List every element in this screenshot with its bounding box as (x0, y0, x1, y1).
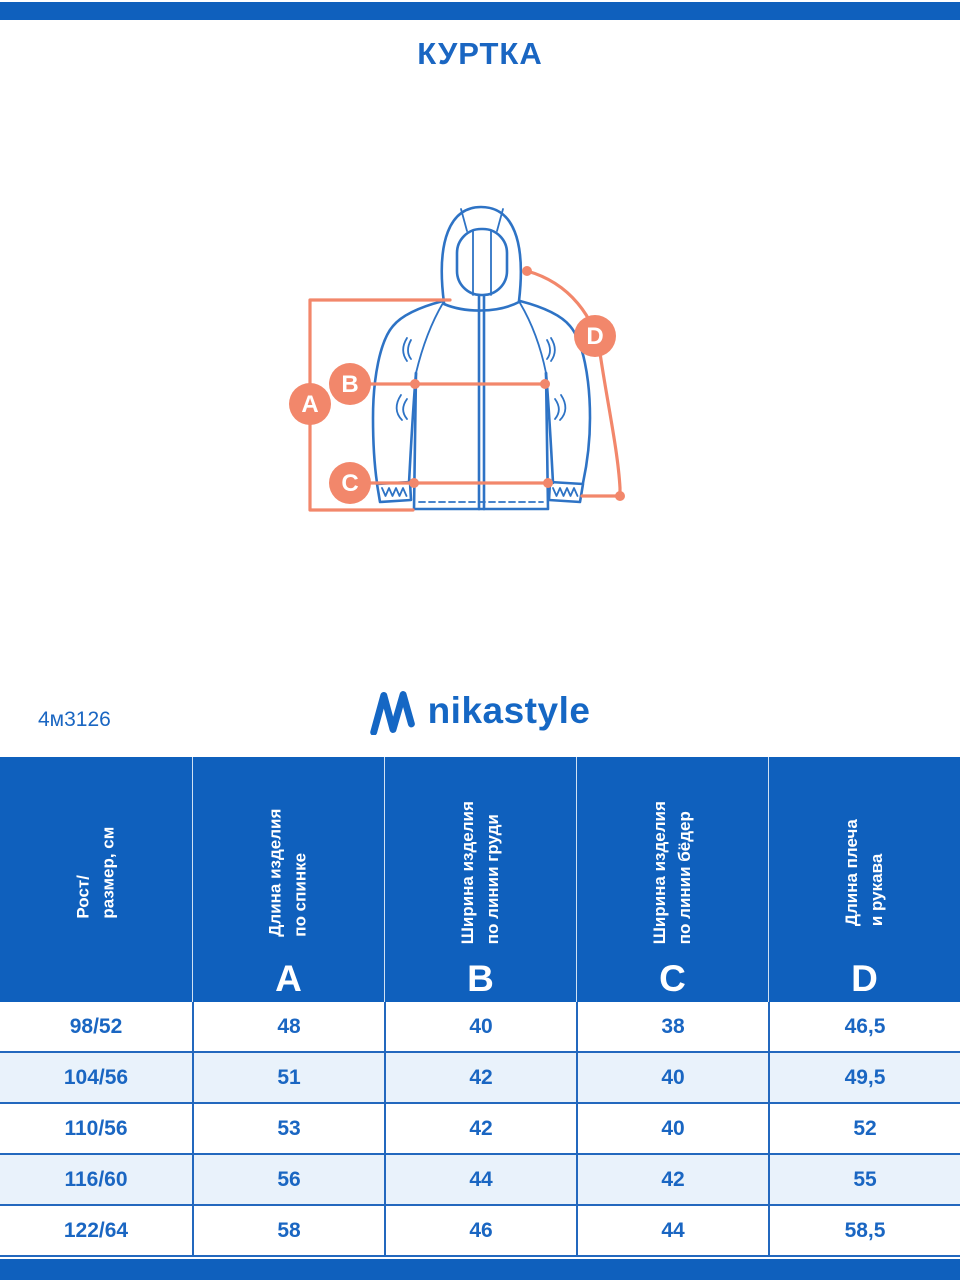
measure-label-a: A (301, 391, 318, 418)
measurement-a: A (289, 298, 452, 512)
cell-a: 58 (192, 1206, 384, 1255)
wave-logo-icon (369, 691, 415, 735)
header-cell-size: Рост/ размер, см (0, 757, 192, 1002)
cell-a: 51 (192, 1053, 384, 1102)
header-line: Ширина изделия (457, 800, 477, 945)
cell-c: 38 (576, 1002, 768, 1051)
header-line: Ширина изделия (649, 800, 669, 945)
measurement-b: B (329, 363, 550, 405)
brand-logo: nikastyle (0, 684, 960, 738)
header-letter: B (467, 958, 494, 999)
cell-b: 44 (384, 1155, 576, 1204)
cell-c: 42 (576, 1155, 768, 1204)
cell-a: 48 (192, 1002, 384, 1051)
header-letter: D (851, 958, 878, 999)
header-line: Рост/ (73, 874, 93, 919)
measure-label-b: B (341, 371, 358, 398)
header-line: по спинке (290, 852, 310, 937)
cell-a: 53 (192, 1104, 384, 1153)
cell-d: 49,5 (768, 1053, 960, 1102)
table-row: 116/60 56 44 42 55 (0, 1155, 960, 1206)
jacket-diagram: A B C D (289, 205, 625, 512)
jacket-outline (371, 205, 592, 511)
cell-d: 55 (768, 1155, 960, 1204)
size-table: Рост/ размер, см Длина изделия по спинке… (0, 757, 960, 1257)
header-cell-b: Ширина изделия по линии груди B (384, 757, 576, 1002)
cell-b: 42 (384, 1104, 576, 1153)
header-letter: A (275, 958, 302, 999)
cell-size: 122/64 (63, 1218, 129, 1242)
cell-d: 52 (768, 1104, 960, 1153)
header-line: по линии бёдер (674, 810, 694, 945)
cell-b: 40 (384, 1002, 576, 1051)
header-line: и рукава (866, 853, 886, 927)
cell-b: 42 (384, 1053, 576, 1102)
cell-c: 40 (576, 1104, 768, 1153)
cell-c: 44 (576, 1206, 768, 1255)
measurement-d: D (522, 266, 625, 501)
page-title: КУРТКА (417, 36, 543, 71)
table-row: 98/52 48 40 38 46,5 (0, 1002, 960, 1053)
header-cell-d: Длина плеча и рукава D (768, 757, 960, 1002)
header-line: Длина плеча (841, 818, 861, 927)
header-cell-c: Ширина изделия по линии бёдер C (576, 757, 768, 1002)
cell-d: 46,5 (768, 1002, 960, 1051)
bottom-bar (0, 1259, 960, 1280)
measure-label-d: D (586, 323, 603, 350)
header-line: по линии груди (482, 814, 502, 945)
cell-size: 110/56 (64, 1116, 128, 1140)
measurement-c: C (329, 462, 553, 504)
table-row: 104/56 51 42 40 49,5 (0, 1053, 960, 1104)
product-code: 4м3126 (38, 708, 111, 731)
table-row: 110/56 53 42 40 52 (0, 1104, 960, 1155)
cell-a: 56 (192, 1155, 384, 1204)
header-line: размер, см (98, 826, 117, 919)
brand-name: nikastyle (427, 690, 591, 731)
cell-size: 104/56 (63, 1065, 129, 1089)
size-table-header: Рост/ размер, см Длина изделия по спинке… (0, 757, 960, 1002)
header-line: Длина изделия (265, 808, 285, 937)
cell-size: 98/52 (69, 1014, 123, 1038)
measure-label-c: C (341, 470, 358, 497)
cell-d: 58,5 (768, 1206, 960, 1255)
table-row: 122/64 58 46 44 58,5 (0, 1206, 960, 1257)
header-letter: C (659, 958, 686, 999)
cell-size: 116/60 (64, 1167, 128, 1191)
cell-b: 46 (384, 1206, 576, 1255)
header-cell-a: Длина изделия по спинке A (192, 757, 384, 1002)
cell-c: 40 (576, 1053, 768, 1102)
top-bar (0, 2, 960, 20)
